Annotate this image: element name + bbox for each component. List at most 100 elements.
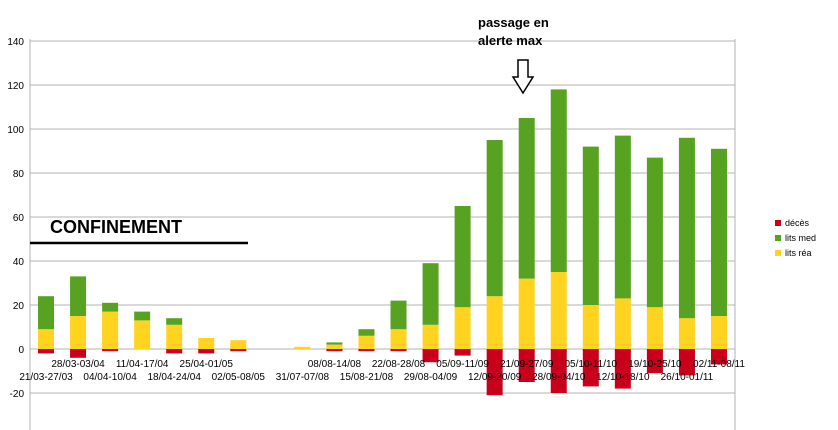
bar-lits-med (518, 118, 535, 279)
bar-deces (614, 349, 631, 389)
bar-lits-med (486, 140, 503, 297)
x-tick-label: 05/10-11/10 (564, 359, 617, 370)
annotations: CONFINEMENT passage en alerte max (30, 15, 549, 245)
bar-deces (358, 349, 375, 352)
bar-lits-rea (134, 320, 151, 349)
x-tick-label: 04/04-10/04 (83, 372, 137, 383)
bar-deces (550, 349, 567, 393)
bar-deces (102, 349, 119, 352)
x-tick-label: 08/08-14/08 (308, 359, 362, 370)
legend-label: lits réa (785, 248, 812, 258)
bar-deces (390, 349, 407, 352)
bar-lits-med (70, 276, 87, 316)
x-tick-label: 12/09-20/09 (468, 372, 522, 383)
x-tick-label: 18/04-24/04 (148, 372, 202, 383)
bar-deces (70, 349, 87, 358)
bar-deces (486, 349, 503, 396)
bar-lits-rea (198, 338, 215, 349)
y-tick-label: 20 (13, 301, 25, 312)
bar-deces (454, 349, 471, 356)
alert-label-line1: passage en (478, 15, 549, 30)
x-tick-label: 19/10-25/10 (628, 359, 682, 370)
bar-deces (518, 349, 535, 382)
x-tick-label: 12/10-18/10 (596, 372, 650, 383)
legend-label: lits med (785, 233, 816, 243)
bar-deces (38, 349, 55, 354)
x-tick-label: 31/07-07/08 (276, 372, 330, 383)
confinement-label: CONFINEMENT (50, 217, 182, 237)
bar-deces (326, 349, 343, 352)
x-tick-label: 02/11-08/11 (693, 359, 745, 370)
bar-deces (646, 349, 663, 374)
bar-lits-rea (70, 316, 87, 349)
y-tick-label: 60 (13, 213, 25, 224)
x-tick-label: 21/09-27/09 (500, 359, 554, 370)
bar-lits-rea (422, 324, 439, 349)
legend-label: décès (785, 218, 810, 228)
bar-lits-med (102, 302, 119, 312)
x-tick-label: 26/10-01/11 (661, 372, 714, 383)
bar-deces (198, 349, 215, 354)
bar-lits-rea (518, 278, 535, 349)
bar-lits-med (614, 135, 631, 299)
x-tick-label: 28/03-03/04 (51, 359, 105, 370)
bar-lits-med (134, 311, 151, 321)
y-tick-label: 100 (7, 125, 24, 136)
bar-lits-rea (678, 318, 695, 349)
x-axis-ticks: 21/03-27/03 28/03-03/04 04/04-10/04 11/04-1… (19, 359, 745, 383)
bar-lits-rea (326, 344, 343, 349)
x-tick-label: 21/03-27/03 (19, 372, 73, 383)
x-tick-label: 05/09-11/09 (436, 359, 489, 370)
x-tick-label: 29/08-04/09 (404, 372, 458, 383)
bar-lits-rea (358, 335, 375, 349)
bar-lits-med (678, 137, 695, 319)
y-tick-label: 80 (13, 169, 25, 180)
y-axis-ticks: -20 0 20 40 60 80 100 120 140 (7, 37, 24, 400)
bar-lits-med (326, 342, 343, 345)
bar-lits-rea (102, 311, 119, 349)
down-arrow-icon (511, 59, 535, 95)
bar-lits-rea (486, 296, 503, 349)
bar-deces (422, 349, 439, 363)
bar-lits-med (422, 263, 439, 325)
bar-lits-rea (38, 329, 55, 349)
bar-lits-med (38, 296, 55, 330)
x-tick-label: 02/05-08/05 (212, 372, 266, 383)
bar-lits-med (582, 146, 599, 305)
bar-lits-rea (582, 305, 599, 349)
bar-lits-rea (646, 307, 663, 349)
bar-lits-med (358, 329, 375, 336)
bar-lits-med (166, 318, 183, 325)
x-tick-label: 25/04-01/05 (180, 359, 234, 370)
bar-deces (166, 349, 183, 354)
legend-swatch (775, 250, 781, 256)
y-tick-label: 0 (18, 345, 24, 356)
alert-label-line2: alerte max (478, 33, 543, 48)
bar-lits-med (390, 300, 407, 330)
bar-lits-rea (294, 346, 311, 349)
bar-lits-rea (710, 316, 727, 349)
bar-lits-rea (614, 298, 631, 349)
legend-swatch (775, 235, 781, 241)
y-tick-label: 140 (7, 37, 24, 48)
bars (38, 89, 727, 396)
bar-lits-rea (390, 329, 407, 349)
bar-deces (710, 349, 727, 365)
bar-deces (230, 349, 247, 352)
bar-lits-rea (454, 307, 471, 349)
y-tick-label: 40 (13, 257, 25, 268)
y-tick-label: -20 (10, 389, 25, 400)
legend-swatch (775, 220, 781, 226)
bar-lits-rea (166, 324, 183, 349)
bar-lits-med (710, 148, 727, 316)
bar-lits-med (454, 206, 471, 308)
bar-lits-rea (230, 340, 247, 349)
bar-lits-rea (550, 272, 567, 349)
y-tick-label: 120 (7, 81, 24, 92)
bar-lits-med (550, 89, 567, 273)
bar-deces (582, 349, 599, 387)
x-tick-label: 15/08-21/08 (340, 372, 394, 383)
x-tick-label: 28/09-04/10 (532, 372, 586, 383)
bar-lits-med (646, 157, 663, 308)
